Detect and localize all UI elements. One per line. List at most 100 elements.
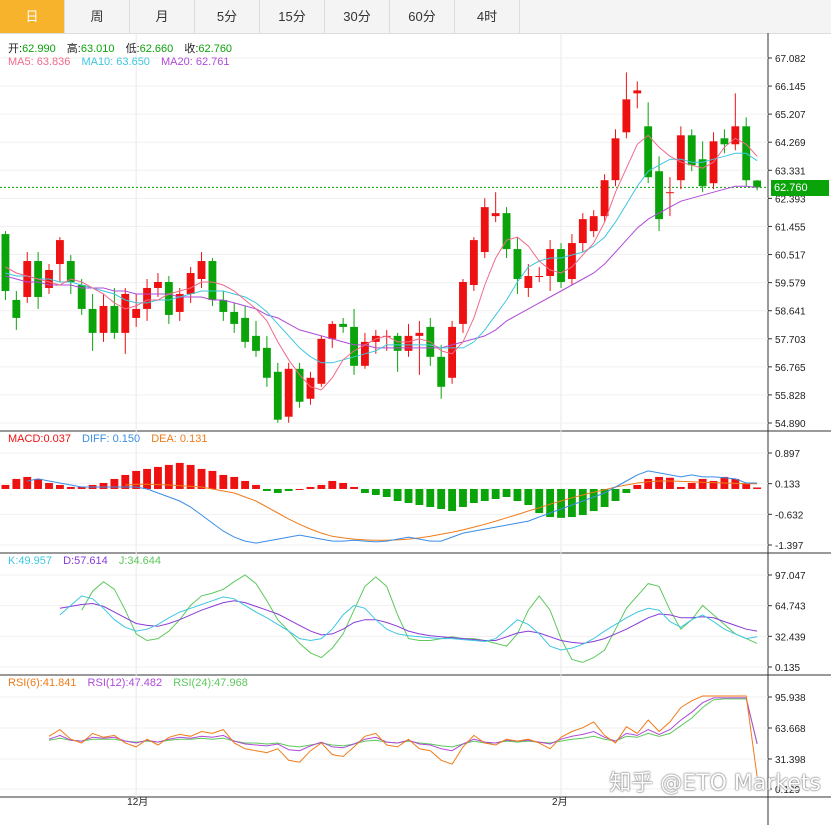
candle-body-1 — [12, 299, 21, 318]
rsi24-value: RSI(24):47.968 — [173, 677, 248, 689]
tab-4[interactable]: 15分 — [260, 0, 325, 33]
candle-body-9 — [99, 305, 108, 333]
macd-bar-30 — [328, 480, 337, 489]
candle-body-28 — [306, 377, 315, 399]
macd-bar-13 — [143, 468, 151, 489]
tick-label-0-10: 57.703 — [775, 335, 806, 346]
close-value: 62.760 — [198, 43, 233, 55]
macd-bar-37 — [404, 488, 413, 504]
macd-bar-5 — [55, 484, 64, 489]
candle-body-13 — [143, 287, 151, 309]
candle-body-30 — [328, 323, 337, 339]
tick-label-0-7: 60.517 — [775, 251, 806, 262]
candle-body-45 — [491, 213, 500, 217]
macd-bar-51 — [557, 488, 565, 518]
candle-body-64 — [698, 159, 707, 187]
candle-body-61 — [666, 192, 674, 194]
tick-label-0-12: 55.828 — [775, 391, 806, 402]
macd-bar-7 — [77, 486, 86, 489]
candle-body-56 — [611, 138, 620, 181]
tab-0[interactable]: 日 — [0, 0, 65, 33]
tab-5[interactable]: 30分 — [325, 0, 390, 33]
candle-body-37 — [404, 335, 413, 351]
macd-bar-42 — [459, 488, 467, 508]
macd-bar-53 — [578, 488, 587, 516]
candle-body-27 — [295, 368, 304, 402]
tick-label-2-0: 97.047 — [775, 571, 806, 582]
macd-bar-65 — [709, 480, 718, 489]
candle-body-26 — [284, 368, 293, 417]
tick-label-1-1: 0.133 — [775, 480, 800, 491]
macd-bar-29 — [317, 484, 326, 489]
macd-bar-6 — [66, 486, 75, 489]
watermark: 知乎 @ETO Markets — [609, 771, 821, 796]
rsi6-value: RSI(6):41.841 — [8, 677, 77, 689]
tick-label-0-9: 58.641 — [775, 307, 806, 318]
macd-bar-59 — [644, 478, 653, 489]
candle-body-32 — [350, 326, 358, 366]
candle-body-29 — [317, 338, 326, 384]
dea-value: DEA: 0.131 — [151, 433, 208, 445]
candle-body-22 — [241, 317, 250, 342]
tick-label-3-1: 63.668 — [775, 724, 806, 735]
ma20-legend: MA20: 62.761 — [161, 56, 230, 68]
candle-body-66 — [720, 138, 729, 145]
macd-bar-38 — [415, 488, 424, 506]
tick-label-1-3: -1.397 — [775, 541, 804, 552]
tick-label-3-2: 31.398 — [775, 755, 806, 766]
macd-bar-27 — [295, 488, 304, 490]
macd-bar-18 — [197, 468, 206, 489]
low-label: 低: — [125, 43, 140, 55]
k-value: K:49.957 — [8, 555, 53, 567]
last-price-tag: 62.760 — [771, 180, 829, 196]
candle-body-7 — [77, 284, 86, 309]
macd-bar-11 — [121, 474, 130, 489]
candle-body-43 — [469, 240, 478, 285]
macd-bar-14 — [154, 466, 162, 489]
macd-bar-48 — [524, 488, 533, 506]
macd-bar-58 — [633, 484, 642, 489]
candle-body-46 — [502, 213, 511, 250]
ma10-line — [5, 152, 758, 364]
macd-legend: MACD:0.037 DIFF: 0.150 DEA: 0.131 — [8, 433, 215, 445]
low-value: 62.660 — [139, 43, 174, 55]
rsi12-line — [48, 697, 758, 752]
tab-6[interactable]: 60分 — [390, 0, 455, 33]
high-value: 63.010 — [80, 43, 115, 55]
macd-bar-46 — [502, 488, 511, 497]
candle-body-51 — [557, 249, 565, 282]
candle-body-62 — [676, 135, 685, 181]
diff-line — [27, 470, 758, 544]
candle-body-59 — [644, 126, 653, 178]
macd-bar-56 — [611, 488, 620, 502]
candle-body-12 — [132, 308, 141, 318]
tab-2[interactable]: 月 — [130, 0, 195, 33]
macd-bar-32 — [350, 486, 358, 489]
tick-label-0-4: 63.331 — [775, 166, 806, 177]
macd-bar-63 — [687, 482, 696, 489]
candle-body-53 — [578, 219, 587, 244]
macd-bar-0 — [1, 484, 10, 489]
candle-body-47 — [513, 249, 522, 279]
macd-bar-3 — [34, 478, 43, 489]
macd-bar-39 — [426, 488, 435, 508]
tick-label-2-1: 64.743 — [775, 602, 806, 613]
candle-body-15 — [164, 281, 173, 315]
tick-label-0-2: 65.207 — [775, 110, 806, 121]
candle-body-10 — [110, 305, 119, 333]
macd-bar-55 — [600, 488, 609, 508]
x-label-0: 12月 — [127, 796, 148, 808]
candle-body-69 — [753, 180, 762, 188]
candle-body-11 — [121, 293, 130, 333]
candle-body-38 — [415, 332, 424, 336]
candle-body-16 — [175, 293, 184, 312]
candle-body-21 — [230, 311, 239, 324]
tab-7[interactable]: 4时 — [455, 0, 520, 33]
ma-legend: MA5: 63.836 MA10: 63.650 MA20: 62.761 — [8, 56, 238, 68]
chart-area: 67.082 66.145 65.207 64.269 63.331 62.393 61.4… — [0, 33, 831, 825]
tab-1[interactable]: 周 — [65, 0, 130, 33]
tab-3[interactable]: 5分 — [195, 0, 260, 33]
macd-bar-68 — [742, 482, 751, 489]
macd-bar-26 — [284, 488, 293, 491]
candle-body-19 — [208, 261, 217, 300]
